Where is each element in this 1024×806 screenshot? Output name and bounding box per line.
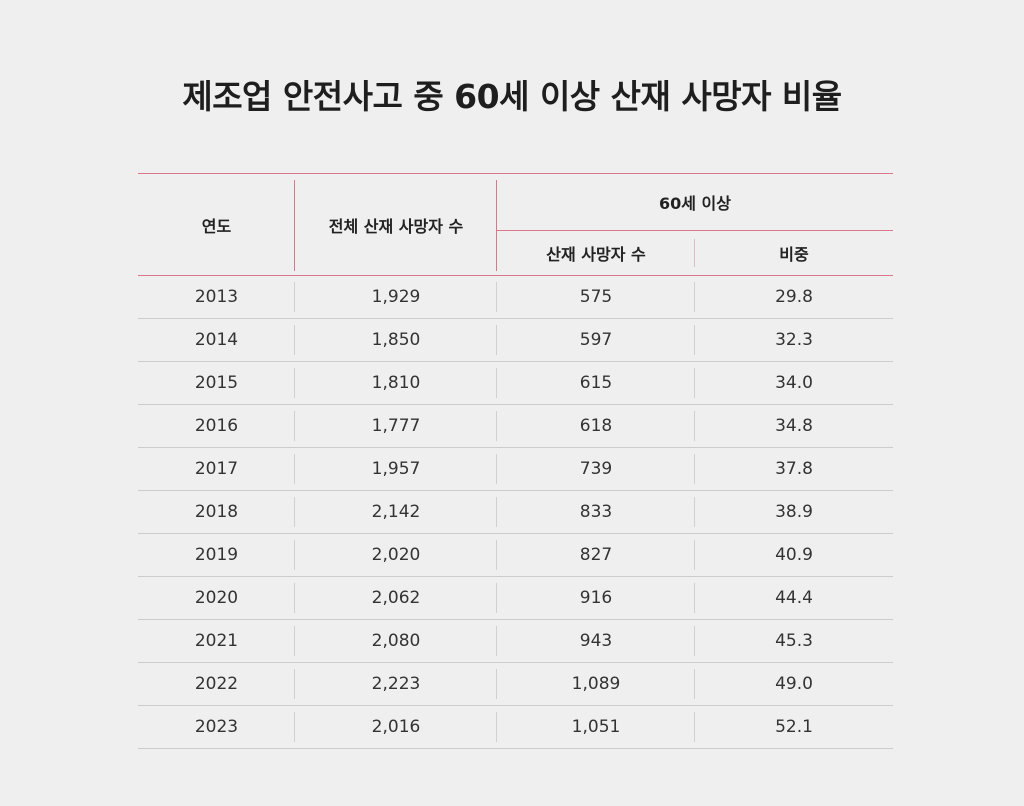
cell-total-deaths: 1,929 — [295, 275, 497, 319]
cell-deaths-60-plus: 575 — [497, 275, 695, 319]
table-row: 2020 2,062 916 44.4 — [138, 576, 893, 620]
table-row: 2014 1,850 597 32.3 — [138, 318, 893, 362]
table-row: 2021 2,080 943 45.3 — [138, 619, 893, 663]
cell-year: 2023 — [138, 705, 295, 749]
cell-total-deaths: 1,957 — [295, 447, 497, 491]
cell-share: 34.0 — [695, 361, 893, 405]
cell-share: 52.1 — [695, 705, 893, 749]
table-body: 2013 1,929 575 29.8 2014 1,850 597 32.3 2015 1,81… — [138, 275, 893, 749]
cell-total-deaths: 2,080 — [295, 619, 497, 663]
cell-total-deaths: 2,223 — [295, 662, 497, 706]
header-year: 연도 — [138, 174, 295, 276]
data-table-container: 연도 전체 산재 사망자 수 60세 이상 산재 사망자 수 비중 2013 1,… — [138, 173, 893, 749]
cell-deaths-60-plus: 615 — [497, 361, 695, 405]
cell-share: 38.9 — [695, 490, 893, 534]
table-header: 연도 전체 산재 사망자 수 60세 이상 산재 사망자 수 비중 — [138, 173, 893, 276]
cell-year: 2020 — [138, 576, 295, 620]
cell-deaths-60-plus: 1,051 — [497, 705, 695, 749]
cell-share: 29.8 — [695, 275, 893, 319]
header-deaths-60-plus: 산재 사망자 수 — [497, 231, 695, 276]
header-total-deaths: 전체 산재 사망자 수 — [295, 174, 497, 276]
table-row: 2019 2,020 827 40.9 — [138, 533, 893, 577]
cell-deaths-60-plus: 916 — [497, 576, 695, 620]
cell-deaths-60-plus: 597 — [497, 318, 695, 362]
cell-share: 37.8 — [695, 447, 893, 491]
cell-deaths-60-plus: 833 — [497, 490, 695, 534]
cell-year: 2017 — [138, 447, 295, 491]
page-title: 제조업 안전사고 중 60세 이상 산재 사망자 비율 — [182, 77, 842, 116]
cell-total-deaths: 1,777 — [295, 404, 497, 448]
table-row: 2018 2,142 833 38.9 — [138, 490, 893, 534]
cell-share: 44.4 — [695, 576, 893, 620]
cell-year: 2016 — [138, 404, 295, 448]
cell-deaths-60-plus: 827 — [497, 533, 695, 577]
cell-year: 2018 — [138, 490, 295, 534]
table-row: 2022 2,223 1,089 49.0 — [138, 662, 893, 706]
table-row: 2023 2,016 1,051 52.1 — [138, 705, 893, 749]
cell-year: 2022 — [138, 662, 295, 706]
cell-total-deaths: 1,810 — [295, 361, 497, 405]
cell-deaths-60-plus: 739 — [497, 447, 695, 491]
cell-total-deaths: 2,020 — [295, 533, 497, 577]
cell-year: 2013 — [138, 275, 295, 319]
table-row: 2016 1,777 618 34.8 — [138, 404, 893, 448]
table-row: 2017 1,957 739 37.8 — [138, 447, 893, 491]
cell-total-deaths: 2,142 — [295, 490, 497, 534]
cell-share: 34.8 — [695, 404, 893, 448]
cell-year: 2014 — [138, 318, 295, 362]
header-group-60-plus: 60세 이상 — [497, 173, 893, 231]
cell-year: 2015 — [138, 361, 295, 405]
cell-total-deaths: 2,016 — [295, 705, 497, 749]
cell-share: 49.0 — [695, 662, 893, 706]
cell-deaths-60-plus: 1,089 — [497, 662, 695, 706]
table-row: 2015 1,810 615 34.0 — [138, 361, 893, 405]
cell-year: 2019 — [138, 533, 295, 577]
table-row: 2013 1,929 575 29.8 — [138, 275, 893, 319]
cell-year: 2021 — [138, 619, 295, 663]
cell-share: 45.3 — [695, 619, 893, 663]
cell-deaths-60-plus: 943 — [497, 619, 695, 663]
cell-share: 40.9 — [695, 533, 893, 577]
cell-share: 32.3 — [695, 318, 893, 362]
header-share: 비중 — [779, 245, 809, 264]
data-table: 연도 전체 산재 사망자 수 60세 이상 산재 사망자 수 비중 2013 1,… — [138, 173, 893, 749]
cell-total-deaths: 2,062 — [295, 576, 497, 620]
cell-total-deaths: 1,850 — [295, 318, 497, 362]
cell-deaths-60-plus: 618 — [497, 404, 695, 448]
